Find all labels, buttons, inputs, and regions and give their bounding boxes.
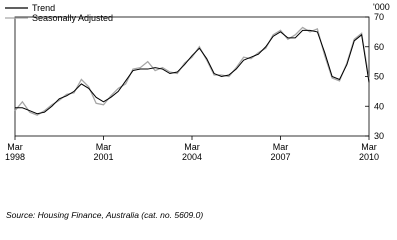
source: Source: Housing Finance, Australia (cat.… — [6, 210, 203, 220]
y-tick-label: 40 — [374, 101, 384, 111]
series-line — [14, 26, 370, 116]
legend-label: Trend — [32, 3, 55, 13]
x-tick-label: Mar 2007 — [270, 142, 290, 162]
plot-frame — [14, 16, 370, 137]
x-tick-label: Mar 2004 — [182, 142, 202, 162]
y-tick-label: 30 — [374, 131, 384, 141]
chart: '000 Source: Housing Finance, Australia … — [5, 2, 390, 220]
series-line — [15, 29, 370, 115]
y-unit: '000 — [373, 2, 390, 12]
x-tick-label: Mar 2010 — [359, 142, 379, 162]
x-tick-label: Mar 2001 — [93, 142, 113, 162]
x-tick-label: Mar 1998 — [5, 142, 25, 162]
legend-label: Seasonally Adjusted — [32, 13, 113, 23]
y-tick-label: 50 — [374, 72, 384, 82]
y-tick-label: 70 — [374, 12, 384, 22]
y-tick-label: 60 — [374, 42, 384, 52]
